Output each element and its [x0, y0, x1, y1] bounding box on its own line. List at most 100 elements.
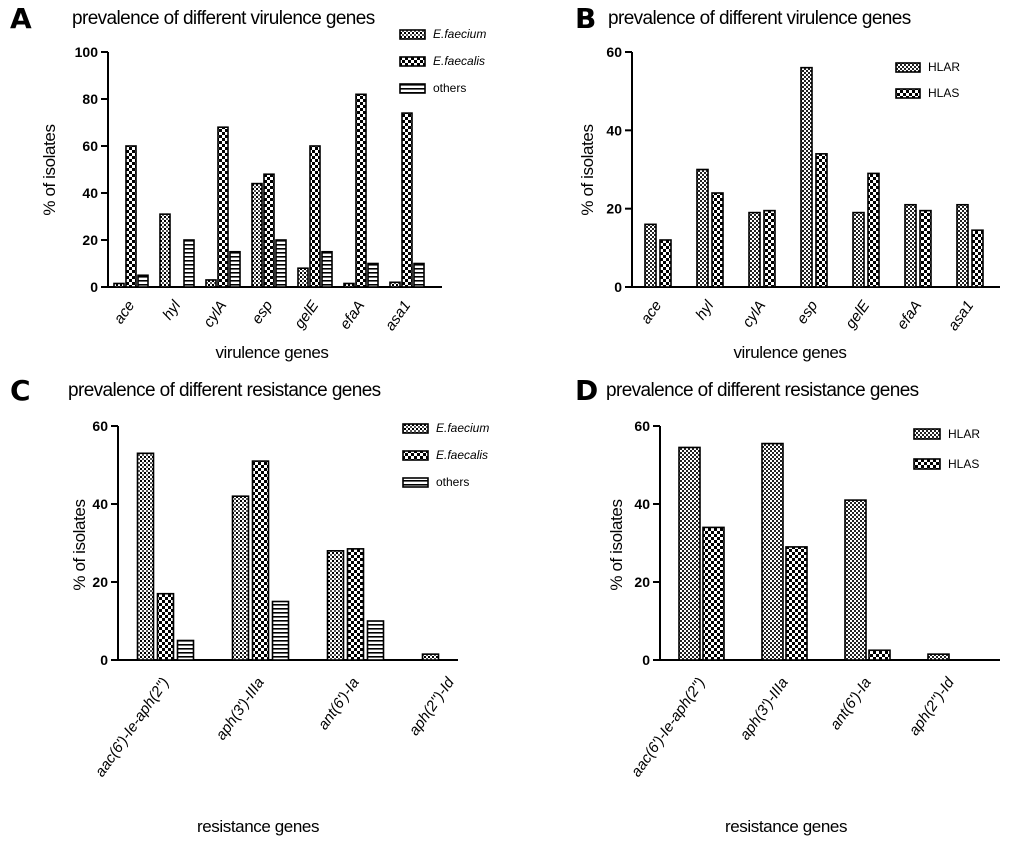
legend-label-others: others: [433, 81, 466, 95]
panel-letter: C: [10, 374, 31, 407]
bar-hlar-ant-6-ia: [844, 499, 867, 661]
legend-label-hlar: HLAR: [948, 427, 980, 441]
x-category-label: hyl: [159, 297, 184, 323]
bar-e-faecium-ant-6-ia: [326, 549, 345, 661]
chart-title: prevalence of different virulence genes: [608, 8, 911, 29]
x-category-label: aph(3')-IIIa: [213, 675, 268, 744]
bar-others-esp: [275, 239, 287, 288]
bar-e-faecium-aac-6-ie-aph-2: [136, 452, 155, 661]
bar-hlar-aph-3-iiia: [761, 442, 784, 661]
y-tick-label: 20: [92, 574, 108, 590]
legend-swatch-hlar: [913, 428, 941, 440]
x-category-label: ant(6')-Ia: [827, 675, 875, 734]
bar-hlas-aph-3-iiia: [785, 546, 808, 661]
bar-e-faecalis-ant-6-ia: [346, 548, 365, 661]
bar-hlas-cyla: [763, 209, 776, 288]
y-tick-label: 0: [90, 279, 98, 295]
bar-hlas-esp: [815, 153, 828, 288]
y-tick-label: 40: [634, 496, 650, 512]
x-axis-label: resistance genes: [197, 817, 319, 836]
x-category-label: ace: [637, 298, 665, 328]
bar-others-efaa: [367, 262, 379, 288]
legend: HLAR HLAS: [895, 60, 960, 100]
legend-label-others: others: [436, 475, 469, 489]
bar-hlar-aac-6-ie-aph-2: [678, 446, 701, 661]
x-category-label: cylA: [739, 298, 769, 331]
bar-e-faecium-hyl: [159, 213, 171, 288]
bar-e-faecium-aph-3-iiia: [231, 495, 250, 661]
legend-swatch-others: [399, 83, 426, 94]
y-tick-label: 20: [606, 201, 622, 217]
bar-e-faecalis-aph-3-iiia: [251, 460, 270, 661]
y-tick-label: 0: [100, 652, 108, 668]
bar-hlar-hyl: [696, 168, 709, 288]
bar-e-faecium-ace: [113, 282, 125, 288]
y-axis-label: % of isolates: [70, 499, 89, 590]
y-tick-label: 80: [82, 91, 98, 107]
bar-others-gele: [321, 250, 333, 288]
x-category-label: esp: [793, 298, 821, 328]
bar-others-ace: [137, 274, 149, 288]
y-tick-label: 60: [606, 44, 622, 60]
x-category-label: cylA: [200, 298, 230, 331]
bar-hlar-efaa: [904, 203, 917, 288]
legend-label-e-faecalis: E.faecalis: [433, 54, 485, 68]
chart-title: prevalence of different virulence genes: [72, 8, 375, 29]
bar-e-faecalis-asa1: [401, 112, 413, 288]
y-tick-label: 0: [614, 279, 622, 295]
bar-e-faecium-cyla: [205, 279, 217, 288]
bar-hlas-gele: [867, 172, 880, 288]
x-category-label: gelE: [291, 297, 323, 332]
y-tick-label: 60: [92, 418, 108, 434]
panel-letter: A: [10, 2, 32, 35]
x-category-label: ant(6')-Ia: [315, 675, 363, 734]
panel-letter: D: [575, 374, 598, 407]
bar-hlar-asa1: [956, 203, 969, 288]
chart-title: prevalence of different resistance genes: [606, 380, 919, 401]
legend-swatch-e-faecium: [399, 29, 426, 40]
y-tick-label: 60: [82, 138, 98, 154]
chart-title: prevalence of different resistance genes: [68, 380, 381, 401]
bar-e-faecalis-ace: [125, 145, 137, 288]
y-axis-label: % of isolates: [40, 124, 59, 215]
bar-e-faecalis-esp: [263, 173, 275, 288]
y-tick-label: 20: [82, 232, 98, 248]
legend: E.faecium E.faecalis others: [399, 27, 486, 95]
bar-e-faecalis-cyla: [217, 126, 229, 288]
bar-hlas-ace: [659, 239, 672, 288]
bar-e-faecalis-gele: [309, 145, 321, 288]
y-tick-label: 0: [642, 652, 650, 668]
bar-others-asa1: [413, 262, 425, 288]
legend-swatch-e-faecalis: [399, 56, 426, 67]
x-category-label: hyl: [692, 297, 717, 323]
legend-label-e-faecalis: E.faecalis: [436, 448, 488, 462]
bar-hlar-ace: [644, 223, 657, 288]
bar-others-aac-6-ie-aph-2: [176, 639, 195, 661]
y-tick-label: 60: [634, 418, 650, 434]
legend: E.faecium E.faecalis others: [402, 421, 489, 489]
y-tick-label: 40: [606, 122, 622, 138]
x-category-label: asa1: [382, 298, 415, 334]
legend-swatch-hlas: [895, 88, 921, 99]
x-category-label: gelE: [842, 297, 874, 332]
legend-label-hlar: HLAR: [928, 60, 960, 74]
bar-hlar-gele: [852, 211, 865, 288]
y-tick-label: 100: [75, 44, 99, 60]
x-category-label: efaA: [337, 298, 369, 333]
x-category-label: aac(6')-Ie-aph(2''): [628, 675, 709, 781]
bar-e-faecium-aph-2-id: [421, 653, 440, 661]
bar-others-hyl: [183, 239, 195, 288]
bar-e-faecium-gele: [297, 267, 309, 288]
x-category-label: aph(3')-IIIa: [737, 675, 792, 744]
legend-swatch-others: [402, 477, 429, 488]
x-category-label: esp: [248, 298, 276, 328]
legend-swatch-e-faecium: [402, 423, 429, 434]
y-axis-label: % of isolates: [578, 124, 597, 215]
y-tick-label: 40: [82, 185, 98, 201]
x-category-label: ace: [110, 298, 138, 328]
legend-swatch-e-faecalis: [402, 450, 429, 461]
